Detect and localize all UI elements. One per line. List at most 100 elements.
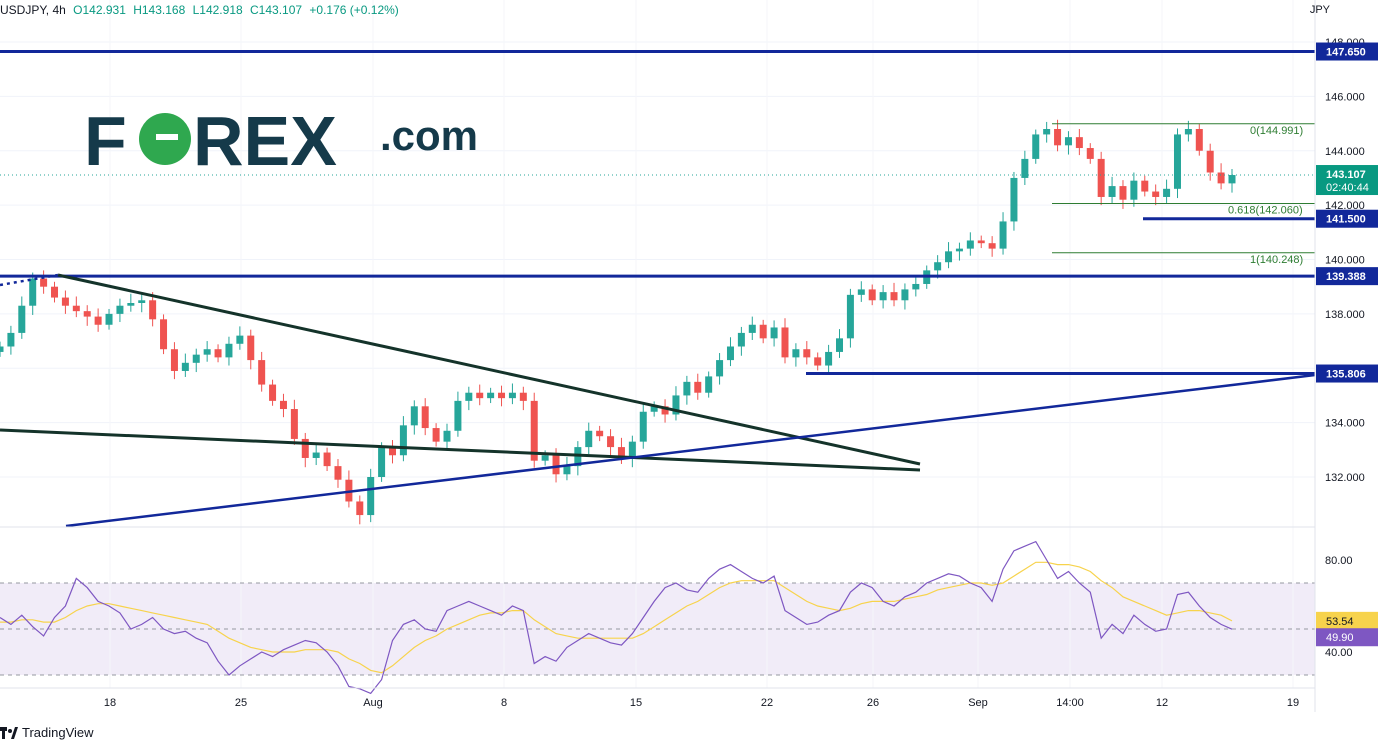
x-tick-label: 18 bbox=[104, 697, 116, 709]
candle-body bbox=[410, 406, 418, 426]
candle-body bbox=[454, 400, 462, 431]
x-tick-label: 25 bbox=[235, 697, 247, 709]
y-tick-label: 138.000 bbox=[1325, 309, 1365, 321]
upper-trendline bbox=[57, 273, 921, 466]
candle-body bbox=[40, 278, 48, 287]
candle-body bbox=[258, 360, 266, 385]
candle-body bbox=[0, 346, 4, 352]
candle-body bbox=[879, 292, 887, 301]
candle-body bbox=[1097, 158, 1105, 197]
candle-body bbox=[639, 411, 647, 442]
current-price-box bbox=[1316, 165, 1378, 196]
candle-body bbox=[770, 327, 778, 339]
candle-body bbox=[181, 362, 189, 371]
candle-body bbox=[51, 286, 59, 298]
price-label-box bbox=[1316, 364, 1378, 383]
x-tick-label: Sep bbox=[968, 697, 988, 709]
currency-label: JPY bbox=[1309, 4, 1330, 16]
x-tick-label: 12 bbox=[1156, 697, 1168, 709]
fib-label: 0.618(142.060) bbox=[1228, 204, 1303, 216]
candle-body bbox=[1032, 134, 1040, 159]
candle-body bbox=[1228, 175, 1236, 184]
candle-body bbox=[1075, 137, 1083, 149]
candle-body bbox=[399, 425, 407, 456]
candle-body bbox=[508, 392, 516, 399]
candle-body bbox=[279, 400, 287, 410]
price-label: 135.806 bbox=[1326, 369, 1366, 381]
x-tick-label: 26 bbox=[867, 697, 879, 709]
candle-body bbox=[1119, 186, 1127, 200]
tradingview-label: TradingView bbox=[22, 725, 94, 740]
candle-body bbox=[901, 289, 909, 301]
price-label: 147.650 bbox=[1326, 47, 1366, 59]
candle-body bbox=[334, 466, 342, 480]
candle-body bbox=[759, 324, 767, 339]
candle-body bbox=[247, 335, 255, 361]
rsi-ma-value: 53.54 bbox=[1326, 616, 1354, 628]
dotted-extension bbox=[0, 273, 59, 287]
candle-body bbox=[236, 335, 244, 344]
x-tick-label: 22 bbox=[761, 697, 773, 709]
candle-body bbox=[617, 447, 625, 458]
rising-support-line bbox=[65, 373, 1316, 528]
ohlc-change: +0.176 (+0.12%) bbox=[309, 3, 399, 17]
candle-body bbox=[726, 346, 734, 361]
candle-body bbox=[378, 447, 386, 477]
symbol-name[interactable]: USDJPY, 4h bbox=[0, 3, 66, 17]
candle-body bbox=[814, 357, 822, 366]
candle-body bbox=[83, 311, 91, 317]
price-label: 139.388 bbox=[1326, 271, 1366, 283]
candle-body bbox=[857, 289, 865, 295]
ohlc-low: L142.918 bbox=[192, 3, 243, 17]
candle-body bbox=[269, 384, 277, 401]
candles bbox=[0, 119, 1236, 525]
candle-body bbox=[225, 343, 233, 358]
candle-body bbox=[160, 319, 168, 350]
tradingview-brand[interactable]: TradingView bbox=[0, 725, 94, 740]
candle-body bbox=[127, 303, 135, 306]
price-label: 141.500 bbox=[1326, 214, 1366, 226]
candle-body bbox=[1163, 188, 1171, 197]
y-tick-label: 146.000 bbox=[1325, 91, 1365, 103]
candle-body bbox=[1054, 129, 1062, 146]
candle-body bbox=[1206, 150, 1214, 173]
candle-body bbox=[432, 428, 440, 442]
candle-body bbox=[1217, 172, 1225, 184]
candle-body bbox=[214, 349, 222, 358]
candle-body bbox=[934, 262, 942, 271]
y-tick-label: 144.000 bbox=[1325, 146, 1365, 158]
rsi-tick-label: 40.00 bbox=[1325, 647, 1353, 659]
candle-body bbox=[552, 455, 560, 475]
candle-body bbox=[476, 392, 484, 399]
lower-trendline bbox=[0, 428, 921, 472]
candle-body bbox=[72, 305, 80, 312]
candle-body bbox=[945, 251, 953, 263]
candle-body bbox=[868, 289, 876, 301]
candle-body bbox=[716, 360, 724, 377]
rsi-value-box bbox=[1316, 628, 1378, 647]
candle-body bbox=[792, 349, 800, 358]
x-tick-label: 15 bbox=[630, 697, 642, 709]
rsi-ma-value-box bbox=[1316, 611, 1378, 630]
rsi-pane bbox=[0, 540, 1315, 695]
candle-body bbox=[661, 406, 669, 415]
candle-body bbox=[116, 305, 124, 314]
candle-body bbox=[836, 338, 844, 352]
candle-body bbox=[955, 248, 963, 252]
time-axis: 18 25 Aug 8 15 22 26 Sep 14:00 12 19 bbox=[104, 697, 1299, 709]
candle-body bbox=[1184, 129, 1192, 135]
candle-body bbox=[443, 430, 451, 442]
candle-body bbox=[563, 466, 571, 475]
y-tick-label: 132.000 bbox=[1325, 472, 1365, 484]
price-label-box bbox=[1316, 42, 1378, 61]
candle-body bbox=[465, 392, 473, 401]
candle-body bbox=[585, 430, 593, 448]
candle-body bbox=[192, 354, 200, 363]
candle-body bbox=[1141, 180, 1149, 192]
candle-body bbox=[18, 305, 26, 333]
candle-body bbox=[999, 221, 1007, 249]
candle-body bbox=[367, 477, 375, 516]
y-tick-label: 142.000 bbox=[1325, 200, 1365, 212]
rsi-tick-label: 80.00 bbox=[1325, 555, 1353, 567]
